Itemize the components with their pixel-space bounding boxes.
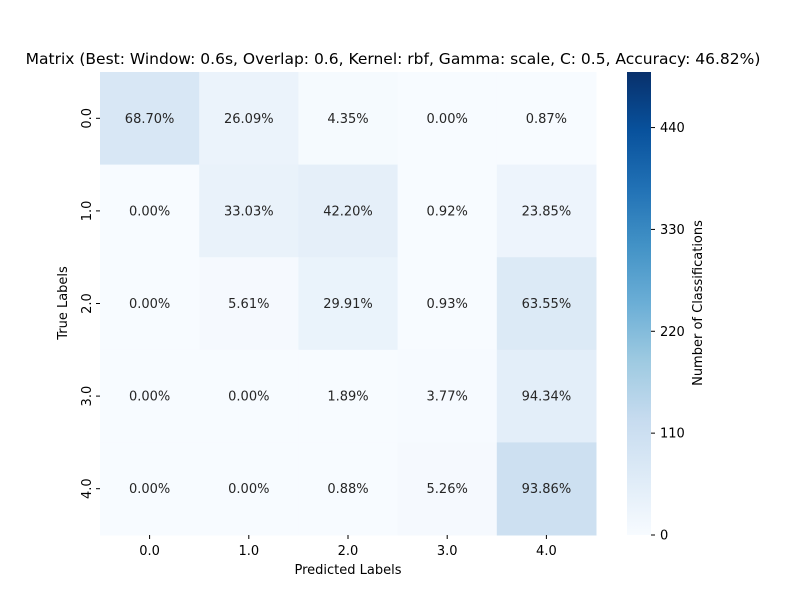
heatmap-cell xyxy=(199,164,299,258)
cell-label: 5.61% xyxy=(228,297,269,312)
colorbar xyxy=(627,72,651,535)
heatmap-cell xyxy=(100,442,200,536)
cell-label: 63.55% xyxy=(522,297,572,312)
heatmap-cell xyxy=(496,72,597,166)
heatmap-cell xyxy=(397,164,498,258)
heatmap-cell xyxy=(397,442,498,536)
heatmap-cell xyxy=(397,257,498,351)
x-tick-label: 0.0 xyxy=(139,544,160,559)
cell-label: 0.93% xyxy=(427,297,468,312)
y-tick-label: 2.0 xyxy=(80,293,95,314)
cell-label: 0.00% xyxy=(129,482,170,497)
y-tick-label: 3.0 xyxy=(80,386,95,407)
heatmap-cell xyxy=(496,349,597,443)
y-axis-label: True Labels xyxy=(56,266,71,341)
cell-label: 3.77% xyxy=(427,390,468,405)
cell-label: 29.91% xyxy=(323,297,373,312)
cell-label: 0.00% xyxy=(129,204,170,219)
heatmap-cell xyxy=(298,72,399,166)
cell-label: 26.09% xyxy=(224,112,274,127)
x-tick-label: 3.0 xyxy=(437,544,458,559)
x-axis-ticks: 0.0 1.0 2.0 3.0 4.0 xyxy=(139,535,557,559)
cell-label: 42.20% xyxy=(323,204,373,219)
colorbar-ticks: 0 110 220 330 440 xyxy=(651,121,685,544)
colorbar-tick-label: 440 xyxy=(660,121,685,136)
cell-label: 0.00% xyxy=(129,390,170,405)
colorbar-tick-label: 0 xyxy=(660,529,668,544)
y-tick-label: 1.0 xyxy=(80,201,95,222)
chart-title: Matrix (Best: Window: 0.6s, Overlap: 0.6… xyxy=(26,50,761,68)
cell-label: 4.35% xyxy=(327,112,368,127)
colorbar-label: Number of Classifications xyxy=(691,220,706,386)
heatmap-cell xyxy=(199,72,299,166)
x-axis-label: Predicted Labels xyxy=(294,563,401,578)
heatmap-cell xyxy=(397,349,498,443)
cell-label: 0.00% xyxy=(129,297,170,312)
heatmap-cell xyxy=(199,257,299,351)
heatmap-cell xyxy=(298,257,399,351)
cell-label: 0.87% xyxy=(526,112,567,127)
heatmap-cell xyxy=(397,72,498,166)
cell-label: 1.89% xyxy=(327,390,368,405)
x-tick-label: 4.0 xyxy=(536,544,557,559)
heatmap-cell xyxy=(496,164,597,258)
y-axis-ticks: 0.0 1.0 2.0 3.0 4.0 xyxy=(80,108,100,499)
colorbar-tick-label: 110 xyxy=(660,427,685,442)
colorbar-tick-label: 330 xyxy=(660,223,685,238)
heatmap-cell xyxy=(298,349,399,443)
cell-label: 0.88% xyxy=(327,482,368,497)
cell-label: 0.92% xyxy=(427,204,468,219)
heatmap-cell-labels: 68.70% 26.09% 4.35% 0.00% 0.87% 0.00% 33.03% 42… xyxy=(125,112,571,497)
heatmap-cell xyxy=(199,349,299,443)
heatmap-cell xyxy=(298,164,399,258)
y-tick-label: 0.0 xyxy=(80,108,95,129)
heatmap-cell xyxy=(100,257,200,351)
cell-label: 0.00% xyxy=(228,482,269,497)
heatmap-cell xyxy=(298,442,399,536)
cell-label: 0.00% xyxy=(228,390,269,405)
heatmap-cell xyxy=(100,164,200,258)
heatmap-cell xyxy=(199,442,299,536)
x-tick-label: 1.0 xyxy=(238,544,259,559)
x-tick-label: 2.0 xyxy=(338,544,359,559)
heatmap-cell xyxy=(100,349,200,443)
cell-label: 68.70% xyxy=(125,112,175,127)
colorbar-tick-label: 220 xyxy=(660,325,685,340)
cell-label: 23.85% xyxy=(522,204,572,219)
heatmap-cell xyxy=(496,257,597,351)
cell-label: 5.26% xyxy=(427,482,468,497)
heatmap-cell xyxy=(100,72,200,166)
cell-label: 0.00% xyxy=(427,112,468,127)
heatmap-cells xyxy=(100,72,597,536)
cell-label: 94.34% xyxy=(522,390,572,405)
cell-label: 33.03% xyxy=(224,204,274,219)
y-tick-label: 4.0 xyxy=(80,478,95,499)
heatmap-cell xyxy=(496,442,597,536)
cell-label: 93.86% xyxy=(522,482,572,497)
